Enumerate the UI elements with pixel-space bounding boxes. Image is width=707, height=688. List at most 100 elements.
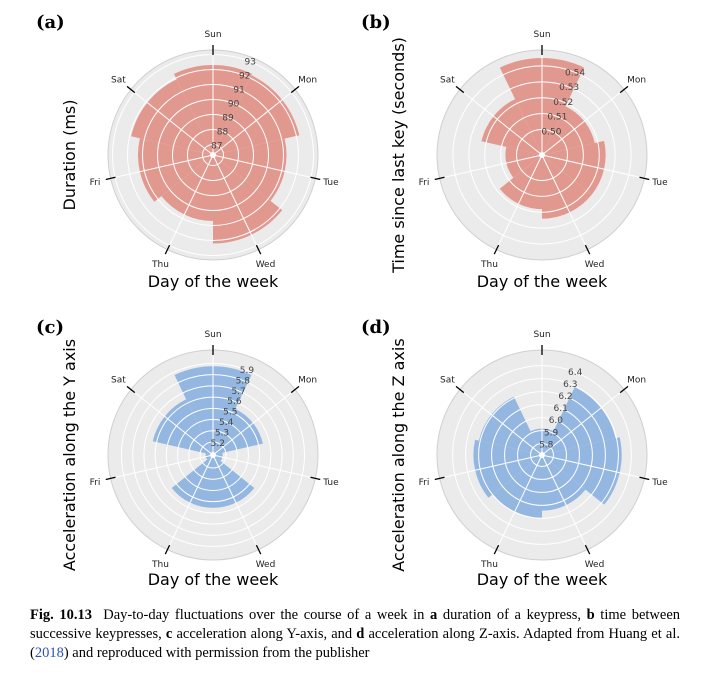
day-label-fri: Fri xyxy=(90,478,101,488)
panel-letter: (a) xyxy=(36,12,65,33)
caption-text-6: ) and reproduced with permission from th… xyxy=(63,645,370,661)
day-label-mon: Mon xyxy=(627,376,646,386)
x-axis-label: Day of the week xyxy=(148,272,279,291)
bar-wed xyxy=(213,455,255,508)
r-tick-label: 5.3 xyxy=(215,429,229,439)
day-label-sun: Sun xyxy=(533,30,550,40)
day-label-tue: Tue xyxy=(651,478,668,488)
center-marker xyxy=(210,452,216,458)
bar-fri xyxy=(473,439,542,498)
spoke-sat xyxy=(130,389,214,456)
y-axis-label: Acceleration along the Y axis xyxy=(60,339,79,571)
panel-letter: (c) xyxy=(36,317,64,338)
r-tick-label: 5.8 xyxy=(236,376,251,386)
spoke-fri xyxy=(110,154,214,179)
r-tick-label: 5.6 xyxy=(227,397,242,407)
spoke-tick-wed xyxy=(584,544,591,555)
day-label-tue: Tue xyxy=(651,178,668,188)
spoke-thu xyxy=(495,454,543,550)
r-tick-label: 5.8 xyxy=(539,440,554,450)
spoke-wed xyxy=(212,154,260,250)
r-tick-label: 5.9 xyxy=(544,428,559,438)
spoke-tick-mon xyxy=(290,385,300,394)
caption-text-5: acceleration along Z-axis. Adapted from … xyxy=(30,626,680,661)
spoke-tick-mon xyxy=(290,85,300,94)
r-tick-label: 5.2 xyxy=(211,439,225,449)
spoke-tue xyxy=(212,154,316,179)
spoke-sat xyxy=(459,89,543,156)
spoke-tick-fri xyxy=(105,176,116,181)
spoke-tick-thu xyxy=(493,244,500,255)
r-tick-label: 0.51 xyxy=(547,113,567,123)
spoke-tick-tue xyxy=(310,176,321,181)
spoke-tick-wed xyxy=(255,544,262,555)
polar-chart-b: Sun Mon Tue Wed Thu Fri Sat 0.50 0.51 0.52 0.53 0.5… xyxy=(361,12,668,291)
spoke-mon xyxy=(541,89,625,156)
center-marker xyxy=(539,152,545,158)
r-tick-label: 0.50 xyxy=(541,127,561,137)
day-label-wed: Wed xyxy=(585,560,605,570)
day-label-wed: Wed xyxy=(585,260,605,270)
spoke-fri xyxy=(439,154,543,179)
spoke-tick-fri xyxy=(434,476,445,481)
r-tick-label: 0.54 xyxy=(565,68,585,78)
spoke-tick-wed xyxy=(255,244,262,255)
r-tick-label: 6.1 xyxy=(554,404,568,414)
r-tick-label: 91 xyxy=(233,86,244,96)
spoke-wed xyxy=(541,454,589,550)
day-label-wed: Wed xyxy=(256,260,276,270)
caption-bold-c: c xyxy=(165,626,173,642)
r-tick-label: 0.52 xyxy=(553,98,573,108)
day-label-tue: Tue xyxy=(322,478,339,488)
spoke-tick-tue xyxy=(639,476,650,481)
caption-text-2: duration of a keypress, xyxy=(437,607,587,623)
caption-bold-d: d xyxy=(356,626,365,642)
spoke-tue xyxy=(541,454,645,479)
spoke-fri xyxy=(439,454,543,479)
day-label-mon: Mon xyxy=(298,76,317,86)
y-axis-label: Time since last key (seconds) xyxy=(389,37,408,274)
r-tick-label: 88 xyxy=(217,127,229,137)
polar-chart-c: SunMonTueWedThuFriSat5.25.35.45.55.65.75… xyxy=(36,317,339,589)
caption-text-3: time between successive keypresses, xyxy=(30,607,681,642)
bar-fri xyxy=(505,146,542,178)
bar-thu xyxy=(492,455,542,518)
bar-wed xyxy=(542,455,586,511)
spoke-tick-fri xyxy=(105,476,116,481)
day-label-mon: Mon xyxy=(627,76,646,86)
y-axis-label: Duration (ms) xyxy=(60,100,79,211)
spoke-mon xyxy=(212,89,296,156)
bar-tue xyxy=(542,437,622,505)
spoke-sat xyxy=(459,389,543,456)
bar-sat xyxy=(152,399,213,455)
day-label-fri: Fri xyxy=(419,478,430,488)
r-tick-label: 5.9 xyxy=(240,366,255,376)
day-label-sun: Sun xyxy=(533,330,550,340)
day-label-sat: Sat xyxy=(440,376,455,386)
r-tick-label: 89 xyxy=(222,113,234,123)
x-axis-label: Day of the week xyxy=(148,570,279,589)
r-tick-label: 5.7 xyxy=(231,387,245,397)
bar-wed xyxy=(542,155,592,219)
spoke-tick-mon xyxy=(619,385,629,394)
day-label-sat: Sat xyxy=(111,76,126,86)
bar-tue xyxy=(542,140,606,195)
caption-citation-link[interactable]: 2018 xyxy=(34,645,64,661)
day-label-thu: Thu xyxy=(151,260,169,270)
spoke-wed xyxy=(212,454,260,550)
figure-charts: Sun Mon Tue Wed Thu Fri Sat 87 88 89 90 91 92 93 (a) Du… xyxy=(36,12,668,589)
r-tick-label: 6.2 xyxy=(558,392,572,402)
r-tick-label: 87 xyxy=(211,141,222,151)
day-label-wed: Wed xyxy=(256,560,276,570)
y-axis-label: Acceleration along the Z axis xyxy=(389,338,408,571)
spoke-mon xyxy=(541,389,625,456)
spoke-tick-sat xyxy=(455,385,465,394)
bar-thu xyxy=(499,155,542,210)
caption-text-1: Day-to-day fluctuations over the course … xyxy=(103,607,431,623)
r-tick-label: 5.4 xyxy=(219,418,234,428)
day-label-sun: Sun xyxy=(204,30,221,40)
figure-caption: Fig. 10.13 Day-to-day fluctuations over … xyxy=(30,606,680,663)
r-tick-label: 93 xyxy=(245,58,256,68)
spoke-tick-fri xyxy=(434,176,445,181)
spoke-tick-thu xyxy=(493,544,500,555)
